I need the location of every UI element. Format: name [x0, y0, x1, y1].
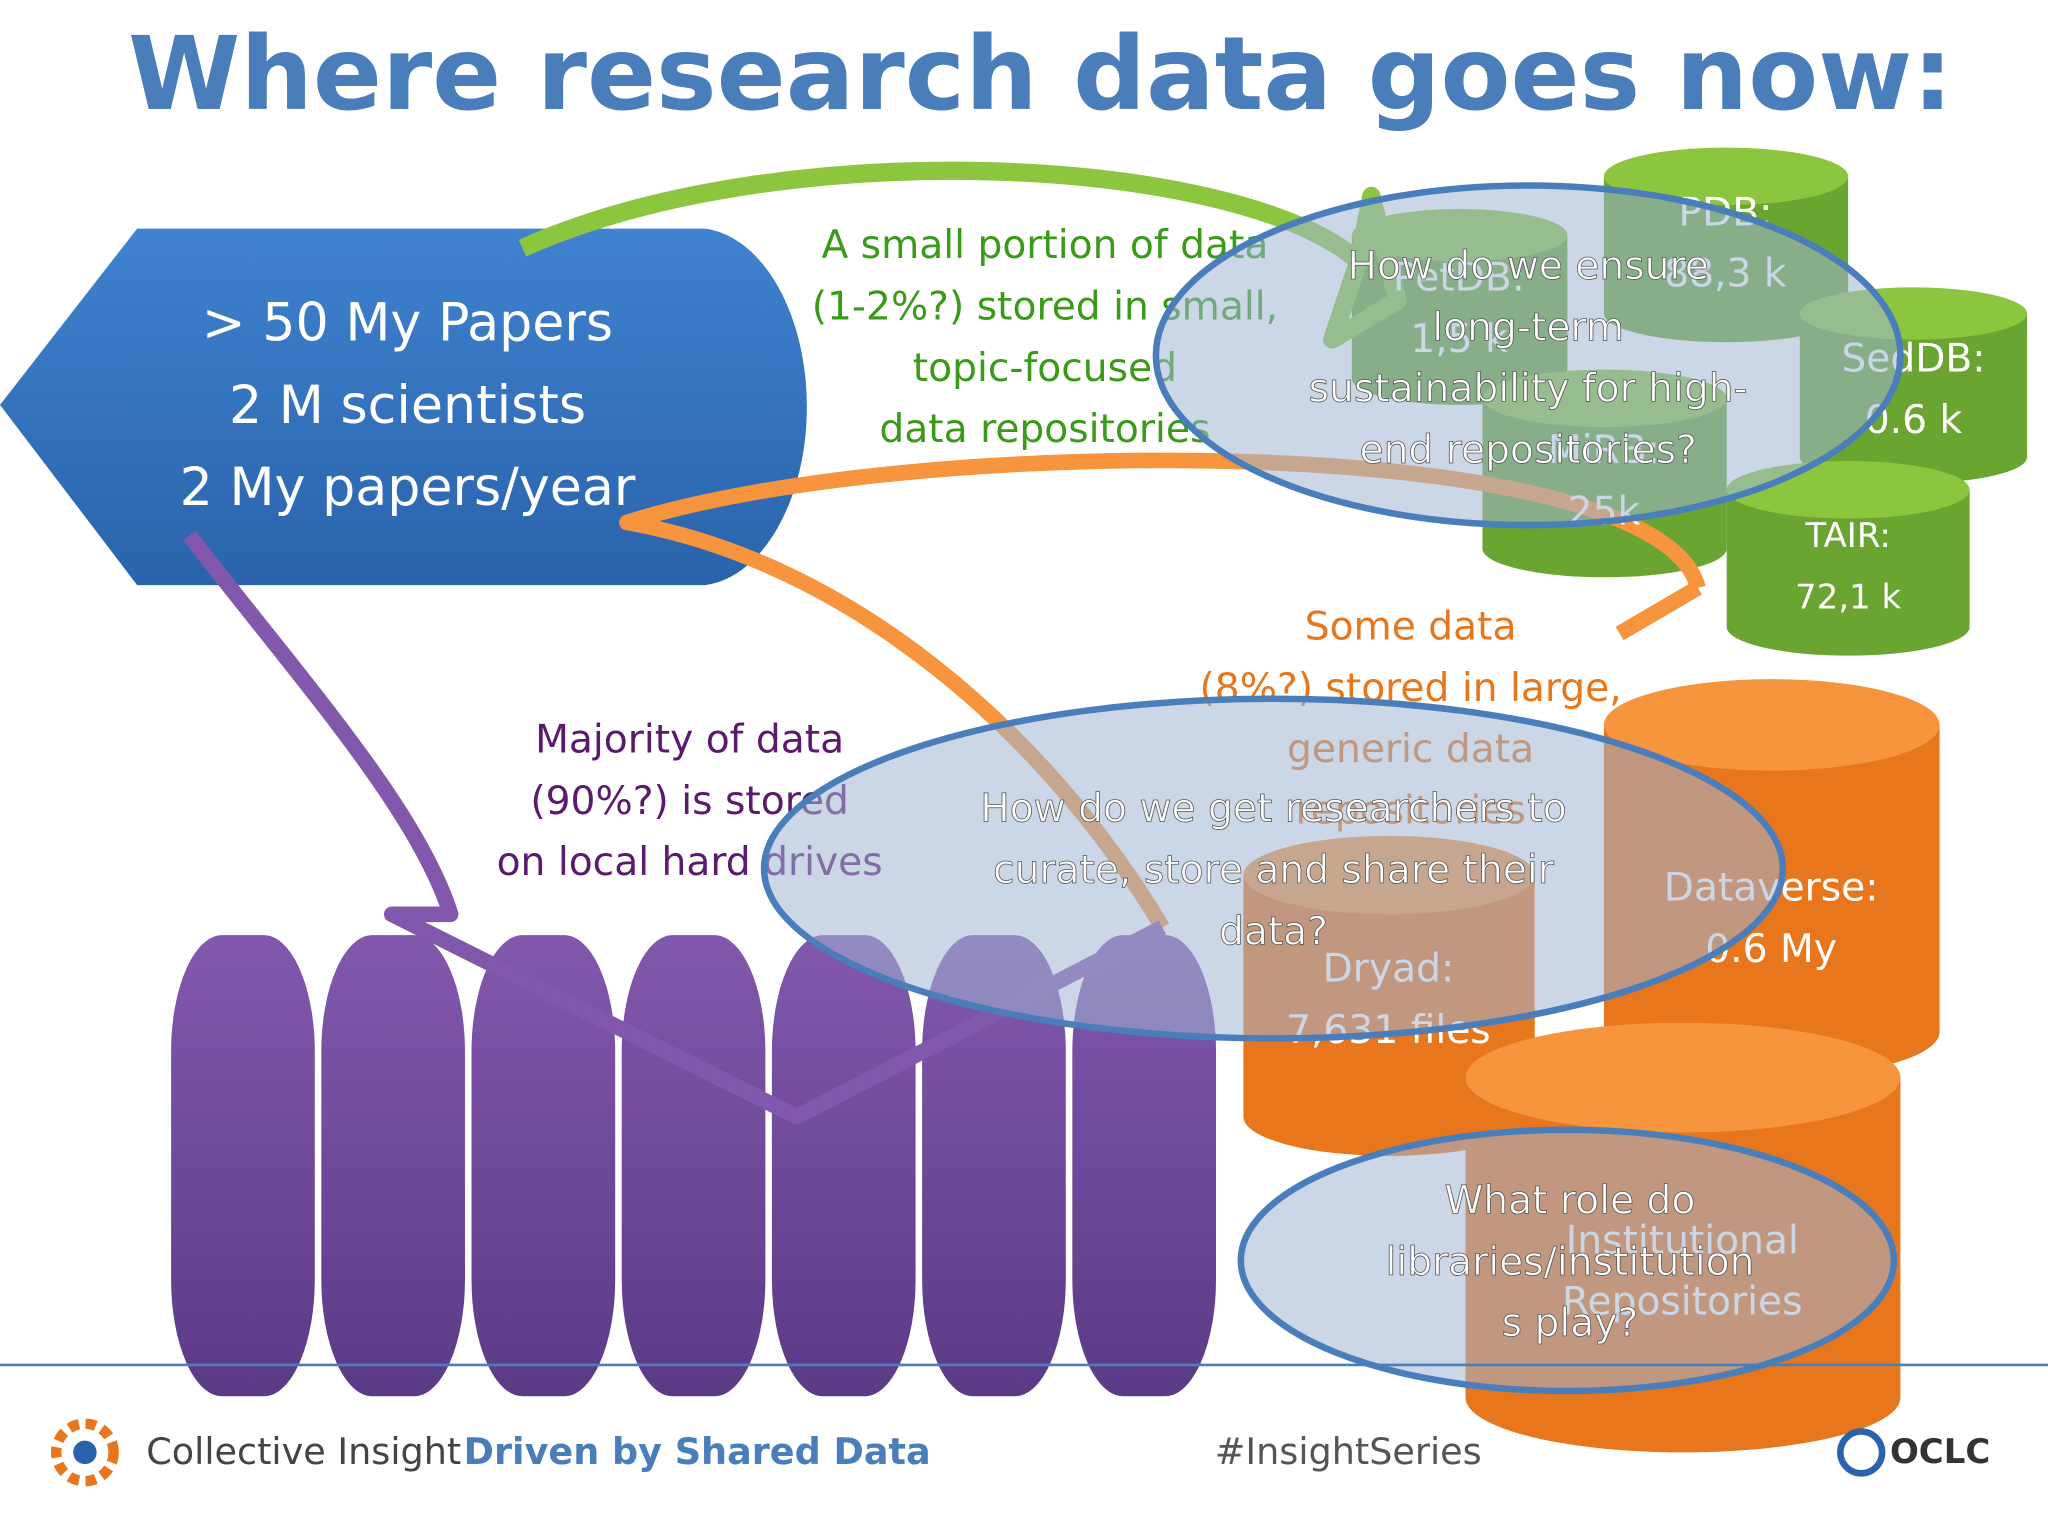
papers-label: 2 M scientists: [229, 376, 586, 436]
cylinder-top: [1465, 1022, 1901, 1133]
arrow-purple: [183, 530, 1167, 1125]
repository-label: TAIR:: [1805, 516, 1891, 556]
question-text: How do we get researchers to: [980, 787, 1566, 832]
labels: PDB:88,3 kPetDB:1,5 kSedDB:0.6 kMiRB:25k…: [180, 182, 1986, 1395]
question-text: curate, store and share their: [993, 848, 1555, 893]
question-bubble: [1237, 1126, 1898, 1395]
question-bubble: [760, 695, 1787, 1042]
question-text: How do we ensure: [1348, 244, 1709, 289]
footer-brand: Collective Insight: [146, 1430, 461, 1473]
brand-icon: [50, 1418, 119, 1487]
flow-label: A small portion of data: [821, 223, 1268, 268]
hard-drive: [468, 932, 618, 1399]
cylinder-body: [1726, 489, 1970, 656]
footer-tagline: Driven by Shared Data: [464, 1430, 931, 1473]
papers-label: > 50 My Papers: [202, 294, 613, 354]
question-text: What role do: [1445, 1178, 1696, 1223]
footer-logo: OCLC: [1890, 1432, 1990, 1472]
question-text: end repositories?: [1359, 428, 1696, 473]
papers-shape: [0, 228, 807, 586]
hard-drive: [619, 932, 768, 1399]
question-bubble: [1152, 182, 1904, 529]
flow-label: topic-focused: [913, 346, 1177, 391]
question-text: data?: [1219, 909, 1328, 954]
flow-label: data repositories: [879, 407, 1210, 452]
question-text: long-term: [1432, 305, 1624, 350]
papers-label: 2 My papers/year: [180, 458, 636, 518]
question-text: sustainability for high-: [1309, 367, 1748, 412]
hard-drive: [769, 932, 919, 1399]
cylinder-top: [1603, 679, 1940, 771]
hard-drive: [168, 932, 318, 1399]
cylinder-top: [1603, 147, 1849, 206]
hard-drive: [318, 932, 468, 1399]
flow-label: Majority of data: [535, 717, 844, 762]
question-text: s play?: [1502, 1301, 1639, 1346]
footer-hashtag: #InsightSeries: [1215, 1430, 1482, 1473]
oclc-icon: [1837, 1428, 1886, 1477]
question-text: libraries/institution: [1385, 1240, 1754, 1285]
repository-label: 72,1 k: [1795, 577, 1901, 617]
slide-title: Where research data goes now:: [128, 15, 1953, 134]
flow-label: Some data: [1305, 604, 1517, 649]
